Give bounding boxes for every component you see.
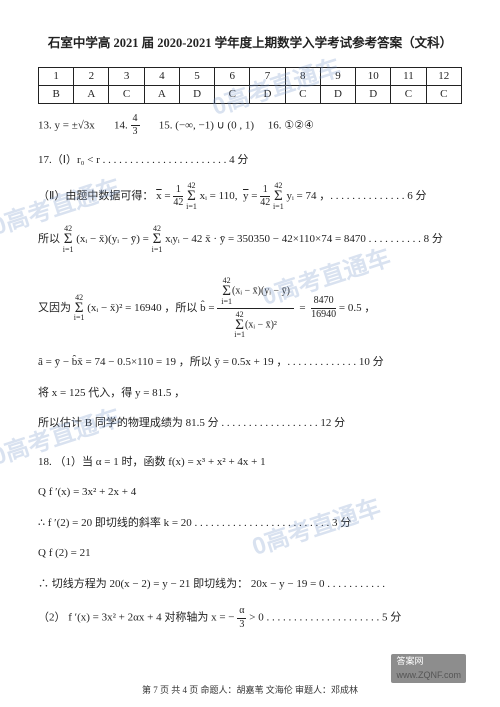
q18-tangent: ∴ 切线方程为 20(x − 2) = y − 21 即切线为： 20x − y… <box>38 576 462 593</box>
text: > 0 . . . . . . . . . . . . . . . . . . … <box>249 612 401 624</box>
cell: A <box>144 85 179 103</box>
cell: 9 <box>320 67 355 85</box>
cell: A <box>74 85 109 103</box>
cell: 11 <box>391 67 426 85</box>
text: yᵢ = 74 <box>286 190 316 202</box>
sigma-icon: 42Σi=1 <box>186 182 197 211</box>
q17-conc-line: 所以估计 B 同学的物理成绩为 81.5 分 . . . . . . . . .… <box>38 415 462 432</box>
table-row: B A C A D C D C D D C C <box>39 85 462 103</box>
cell: 12 <box>426 67 461 85</box>
q15: 15. (−∞, −1) ∪ (0 , 1) <box>159 119 254 131</box>
q18-part1: 18. （1）当 α = 1 时，函数 f(x) = x³ + x² + 4x … <box>38 454 462 471</box>
cell: D <box>320 85 355 103</box>
fraction: 8470 16940 <box>311 296 336 320</box>
sigma-icon: 42Σi=1 <box>74 294 85 323</box>
q17-sum-line: 所以 42Σi=1 (xᵢ − x̄)(yᵢ − ȳ) = 42Σi=1 xᵢy… <box>38 225 462 254</box>
q16: 16. ①②④ <box>268 119 314 131</box>
cell: 2 <box>74 67 109 85</box>
source-badge: 答案网 www.ZQNF.com <box>391 654 466 683</box>
q17-part1: 17.（Ⅰ）r₀ < r . . . . . . . . . . . . . .… <box>38 152 462 169</box>
numerator: 4 <box>131 114 140 127</box>
fraction: α 3 <box>237 606 246 630</box>
cell: C <box>285 85 320 103</box>
sigma-icon: 42Σi=1 <box>273 182 284 211</box>
q17-a-line: â = ȳ − b̂x̄ = 74 − 0.5×110 = 19 ，所以 ŷ =… <box>38 354 462 371</box>
cell: 3 <box>109 67 144 85</box>
text: = <box>164 190 173 202</box>
cell: B <box>39 85 74 103</box>
numerator: α <box>237 606 246 619</box>
text: ，所以 b̂ = <box>164 302 217 314</box>
fill-in-line: 13. y = ±√3x 14. 4 3 15. (−∞, −1) ∪ (0 ,… <box>38 114 462 138</box>
page-title: 石室中学高 2021 届 2020-2021 学年度上期数学入学考试参考答案（文… <box>38 34 462 53</box>
q17-var-line: 又因为 42Σi=1 (xᵢ − x̄)² = 16940 ，所以 b̂ = 4… <box>38 276 462 341</box>
q18-fval: Q f (2) = 21 <box>38 545 462 562</box>
cell: 7 <box>250 67 285 85</box>
badge-title: 答案网 <box>396 656 423 666</box>
text: = 0.5 ， <box>339 302 375 314</box>
cell: 5 <box>179 67 214 85</box>
cell: 6 <box>215 67 250 85</box>
text: 又因为 <box>38 302 74 314</box>
text: xᵢ = 110 <box>200 190 235 202</box>
text: (xᵢ − x̄)(yᵢ − ȳ) = <box>76 233 151 245</box>
cell: C <box>426 85 461 103</box>
fraction: 4 3 <box>131 114 140 138</box>
fraction: 142 <box>173 185 183 209</box>
q13: 13. y = ±√3x <box>38 119 95 131</box>
text: （2） f ′(x) = 3x² + 2αx + 4 对称轴为 x = − <box>38 612 237 624</box>
xbar: x <box>156 190 162 202</box>
q18-part2: （2） f ′(x) = 3x² + 2αx + 4 对称轴为 x = − α … <box>38 606 462 630</box>
text: 所以 <box>38 233 63 245</box>
denominator: 16940 <box>311 309 336 321</box>
numerator: 8470 <box>311 296 336 309</box>
cell: D <box>250 85 285 103</box>
cell: C <box>215 85 250 103</box>
cell: 1 <box>39 67 74 85</box>
cell: D <box>179 85 214 103</box>
answer-table: 1 2 3 4 5 6 7 8 9 10 11 12 B A C A D C D… <box>38 67 462 104</box>
cell: 10 <box>356 67 391 85</box>
q14: 14. <box>114 119 131 131</box>
denominator: 3 <box>131 126 140 138</box>
ybar: y <box>243 190 249 202</box>
text: （Ⅱ）由题中数据可得： <box>38 190 153 202</box>
badge-sub: www.ZQNF.com <box>396 670 461 680</box>
q17-sub-line: 将 x = 125 代入，得 y = 81.5 ， <box>38 385 462 402</box>
text: xᵢyᵢ − 42 x̄ · ȳ = 350350 − 42×110×74 = … <box>165 233 366 245</box>
text: ，. . . . . . . . . . . . . . 6 分 <box>319 190 426 202</box>
page-footer: 第 7 页 共 4 页 命题人：胡嘉苇 文海伦 审题人：邓成林 <box>0 684 500 698</box>
text: (xᵢ − x̄)² = 16940 <box>87 302 161 314</box>
fraction: 142 <box>260 185 270 209</box>
q18-deriv: Q f ′(x) = 3x² + 2x + 4 <box>38 484 462 501</box>
q18-slope: ∴ f ′(2) = 20 即切线的斜率 k = 20 . . . . . . … <box>38 515 462 532</box>
cell: C <box>391 85 426 103</box>
cell: 4 <box>144 67 179 85</box>
cell: 8 <box>285 67 320 85</box>
table-row: 1 2 3 4 5 6 7 8 9 10 11 12 <box>39 67 462 85</box>
big-fraction: 42Σi=1(xᵢ − x̄)(yᵢ − ȳ) 42Σi=1(xᵢ − x̄)² <box>217 276 294 341</box>
text: . . . . . . . . . . 8 分 <box>369 233 443 245</box>
cell: D <box>356 85 391 103</box>
sigma-icon: 42Σi=1 <box>152 225 163 254</box>
q17-part2-line1: （Ⅱ）由题中数据可得： x = 142 42Σi=1 xᵢ = 110, y =… <box>38 182 462 211</box>
denominator: 3 <box>237 619 246 631</box>
sigma-icon: 42Σi=1 <box>63 225 74 254</box>
cell: C <box>109 85 144 103</box>
